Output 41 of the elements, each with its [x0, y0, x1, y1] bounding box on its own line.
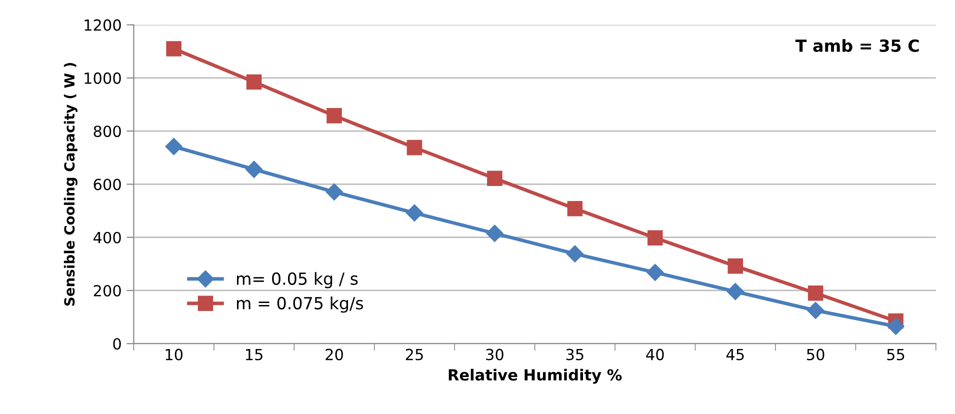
y-tick-label: 400 [93, 232, 121, 244]
point [326, 108, 342, 124]
point [326, 183, 343, 200]
y-tick-label: 1000 [84, 72, 121, 84]
y-tick-label: 200 [94, 284, 121, 297]
x-tick-label: 40 [646, 348, 664, 360]
point [487, 170, 502, 186]
point [566, 245, 584, 262]
annotation: T amb = 35 C [795, 39, 919, 52]
point [165, 138, 182, 156]
point [406, 140, 422, 156]
point [887, 318, 904, 335]
x-axis-title: Relative Humidity % [448, 368, 622, 384]
y-tick-label: 1200 [84, 19, 121, 31]
x-tick-label: 35 [566, 348, 584, 360]
point [728, 258, 743, 274]
legend-label: m = 0.075 kg/s [236, 296, 363, 313]
legend-label: m= 0.05 kg / s [236, 272, 358, 288]
point [166, 41, 182, 56]
y-tick-label: 800 [94, 126, 121, 138]
x-tick-label: 15 [246, 348, 262, 360]
x-tick-label: 50 [807, 348, 824, 360]
y-axis-title: Sensible Cooling Capacity ( W ) [64, 63, 78, 306]
x-tick-label: 45 [726, 348, 744, 360]
x-tick-label: 20 [326, 348, 343, 360]
point [808, 286, 824, 301]
y-tick-label: 0 [113, 338, 121, 350]
point [646, 264, 664, 281]
point [726, 283, 744, 300]
x-tick-label: 25 [406, 348, 423, 360]
point [486, 224, 504, 242]
y-tick-label: 600 [94, 178, 121, 190]
point [647, 230, 663, 246]
x-tick-label: 10 [166, 348, 183, 360]
point [567, 201, 583, 216]
point [406, 204, 424, 222]
x-tick-label: 30 [486, 348, 504, 360]
point [807, 302, 824, 319]
point [246, 74, 262, 90]
point [245, 160, 263, 178]
x-tick-label: 55 [887, 348, 904, 360]
